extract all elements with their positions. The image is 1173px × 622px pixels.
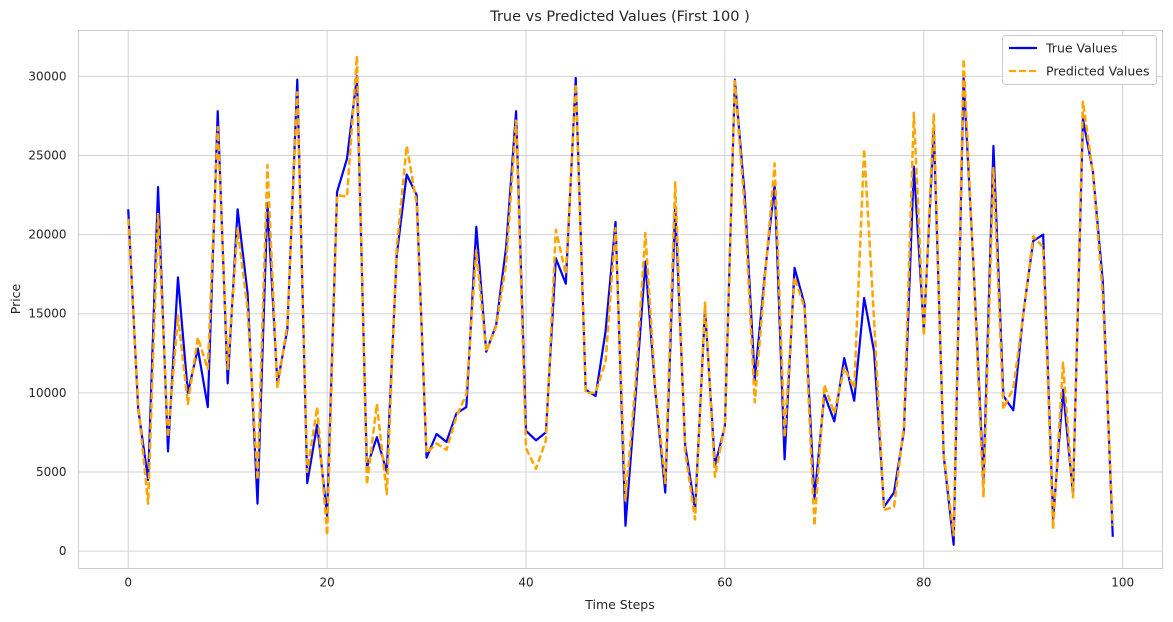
y-tick-label: 30000 <box>28 69 66 83</box>
x-axis-label: Time Steps <box>584 597 655 612</box>
legend-label-predicted-values: Predicted Values <box>1046 64 1150 79</box>
ticks: 0 20 40 60 80 100 0 5000 10000 15000 20000 25000 300… <box>28 69 1134 589</box>
series <box>126 54 1115 546</box>
legend-label-true-values: True Values <box>1045 41 1117 56</box>
y-tick-label: 15000 <box>28 307 66 321</box>
y-tick-label: 20000 <box>28 228 66 242</box>
y-tick-label: 25000 <box>28 149 66 163</box>
x-tick-label: 100 <box>1111 576 1134 590</box>
y-axis-label: Price <box>8 283 23 314</box>
x-tick-label: 80 <box>916 576 931 590</box>
y-tick-label: 10000 <box>28 386 66 400</box>
chart-title: True vs Predicted Values (First 100 ) <box>489 9 750 25</box>
x-tick-label: 40 <box>518 576 533 590</box>
series-line-predicted-values <box>126 54 1115 537</box>
x-tick-label: 20 <box>319 576 334 590</box>
x-tick-label: 60 <box>717 576 732 590</box>
x-tick-label: 0 <box>124 576 132 590</box>
y-tick-label: 0 <box>59 544 67 558</box>
legend-box <box>1002 35 1157 85</box>
legend: True Values Predicted Values <box>1002 35 1157 85</box>
y-tick-label: 5000 <box>36 465 67 479</box>
